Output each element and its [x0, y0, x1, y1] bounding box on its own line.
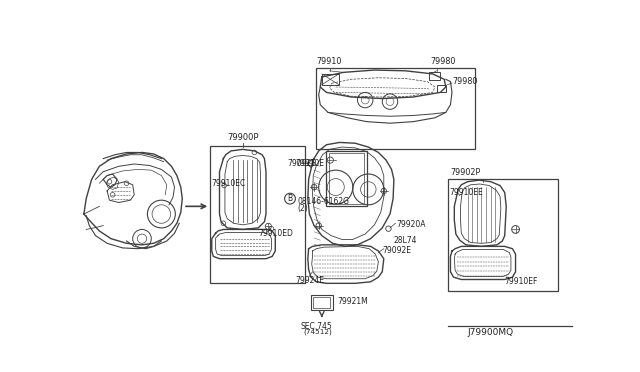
Text: SEC.745: SEC.745	[300, 322, 332, 331]
Text: 79910E: 79910E	[296, 158, 324, 168]
Text: 79910EC: 79910EC	[211, 179, 245, 188]
Text: 79980: 79980	[452, 77, 477, 86]
Text: 79910ED: 79910ED	[259, 230, 293, 238]
Bar	[210, 146, 305, 283]
Bar	[311, 295, 333, 310]
Bar	[448, 179, 558, 291]
Text: (74512): (74512)	[303, 329, 332, 335]
Text: J79900MQ: J79900MQ	[468, 328, 514, 337]
Bar	[322, 74, 339, 85]
Text: 79910EE: 79910EE	[449, 188, 483, 197]
Text: 79902P: 79902P	[451, 168, 481, 177]
Bar	[313, 297, 330, 308]
Text: 79924E: 79924E	[296, 276, 324, 285]
Bar	[436, 85, 446, 92]
Text: (2): (2)	[297, 204, 308, 213]
Text: B: B	[287, 194, 292, 203]
Text: 08146-6162G: 08146-6162G	[297, 197, 349, 206]
Text: 79910: 79910	[316, 57, 342, 66]
Text: 79910EF: 79910EF	[505, 277, 538, 286]
Text: 79921M: 79921M	[337, 296, 368, 305]
Bar	[326, 151, 367, 206]
Text: 28L74: 28L74	[394, 235, 417, 245]
Text: 79920A: 79920A	[396, 220, 426, 229]
Text: 79980: 79980	[430, 57, 456, 66]
Text: 79900P: 79900P	[227, 133, 259, 142]
Text: 79092E: 79092E	[288, 158, 317, 168]
Text: 79092E: 79092E	[382, 246, 412, 256]
Bar	[316, 68, 476, 148]
Bar	[329, 153, 364, 204]
Bar	[429, 73, 440, 80]
